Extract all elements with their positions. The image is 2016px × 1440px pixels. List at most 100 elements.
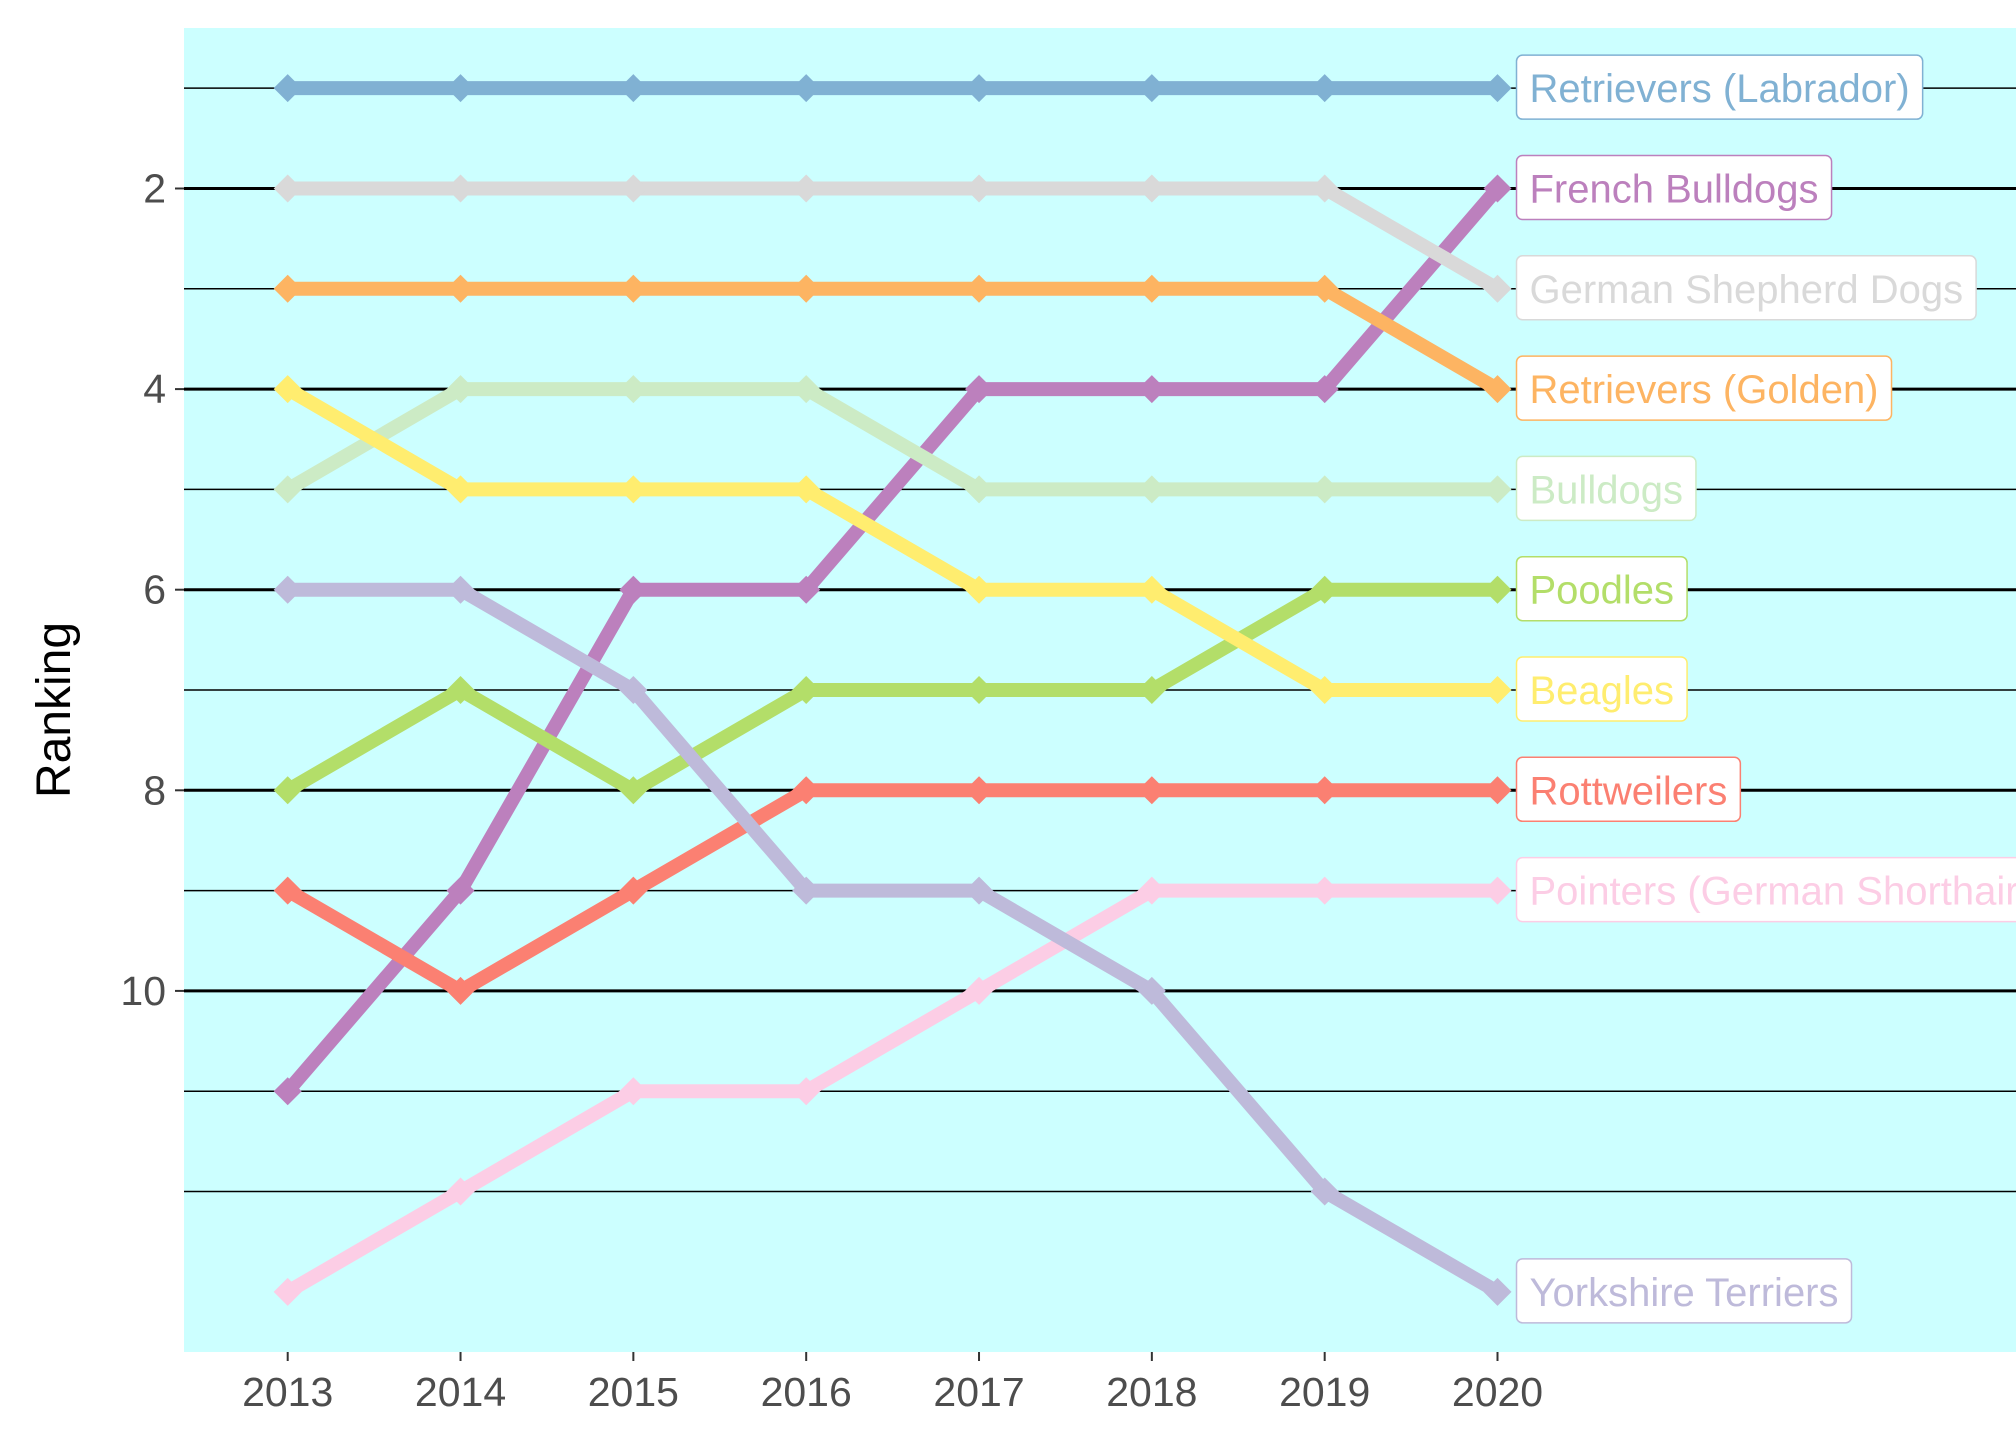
data-point bbox=[619, 876, 648, 905]
x-tick-label: 2013 bbox=[242, 1369, 333, 1415]
series-group bbox=[273, 776, 1512, 1005]
data-point bbox=[273, 876, 302, 905]
label-text: Retrievers (Golden) bbox=[1530, 368, 1879, 412]
data-point bbox=[619, 475, 648, 504]
data-point bbox=[1137, 74, 1166, 103]
data-point bbox=[273, 174, 302, 203]
label-box bbox=[1515, 455, 1697, 522]
series-group bbox=[273, 575, 1512, 1306]
series-group bbox=[273, 174, 1512, 303]
y-tick-label: 8 bbox=[143, 767, 166, 813]
data-point bbox=[273, 1277, 302, 1306]
data-point bbox=[792, 274, 821, 303]
data-point bbox=[446, 274, 475, 303]
data-point bbox=[1137, 274, 1166, 303]
label-text: French Bulldogs bbox=[1530, 167, 1819, 211]
data-point bbox=[965, 274, 994, 303]
data-point bbox=[446, 375, 475, 404]
label-box bbox=[1515, 756, 1742, 823]
data-point bbox=[446, 1177, 475, 1206]
data-point bbox=[619, 74, 648, 103]
label-text: Pointers (German Shorthaired) bbox=[1530, 870, 2016, 914]
label-text: Poodles bbox=[1530, 569, 1675, 613]
series-line bbox=[280, 382, 1505, 697]
data-point bbox=[1483, 375, 1512, 404]
data-point bbox=[619, 575, 648, 604]
label-text: Retrievers (Labrador) bbox=[1530, 67, 1910, 111]
data-point bbox=[1137, 475, 1166, 504]
data-point bbox=[446, 475, 475, 504]
data-point bbox=[792, 1077, 821, 1106]
data-point bbox=[1483, 676, 1512, 704]
x-tick-label: 2016 bbox=[761, 1369, 852, 1415]
data-point bbox=[1483, 1277, 1512, 1306]
series-end-label: Pointers (German Shorthaired) bbox=[1515, 856, 2016, 923]
y-axis-title: Ranking bbox=[28, 622, 81, 798]
data-point bbox=[273, 74, 302, 103]
data-point bbox=[1483, 74, 1512, 103]
x-tick-label: 2014 bbox=[415, 1369, 506, 1415]
y-tick-label: 2 bbox=[143, 165, 166, 211]
data-point bbox=[1310, 575, 1339, 604]
series-end-label: Rottweilers bbox=[1515, 756, 1742, 823]
data-point bbox=[965, 876, 994, 905]
x-tick-label: 2017 bbox=[933, 1369, 1024, 1415]
data-point bbox=[1310, 274, 1339, 303]
data-point bbox=[965, 575, 994, 604]
data-point bbox=[1310, 676, 1339, 704]
series-lines bbox=[273, 74, 1512, 1306]
label-box bbox=[1515, 1258, 1853, 1324]
data-point bbox=[1137, 776, 1166, 805]
data-point bbox=[1483, 776, 1512, 805]
data-point bbox=[792, 475, 821, 504]
label-text: German Shepherd Dogs bbox=[1530, 268, 1964, 312]
data-point bbox=[792, 375, 821, 404]
series-end-label: Retrievers (Golden) bbox=[1515, 355, 1893, 421]
label-text: Bulldogs bbox=[1530, 468, 1683, 512]
data-point bbox=[446, 74, 475, 103]
data-point bbox=[619, 375, 648, 404]
series-end-label: Bulldogs bbox=[1515, 455, 1697, 522]
data-point bbox=[965, 676, 994, 704]
label-box bbox=[1515, 656, 1688, 722]
label-box bbox=[1515, 154, 1833, 221]
data-point bbox=[273, 375, 302, 404]
data-point bbox=[1483, 575, 1512, 604]
label-text: Yorkshire Terriers bbox=[1530, 1271, 1839, 1315]
end-labels: Retrievers (Labrador) French Bulldogs Germ… bbox=[1515, 54, 2016, 1324]
x-axis-ticks: 2013 2014 2015 2016 2017 2018 2019 2020 bbox=[242, 1352, 1543, 1415]
series-line bbox=[280, 181, 1505, 1099]
series-end-label: German Shepherd Dogs bbox=[1515, 255, 1977, 321]
data-point bbox=[1310, 174, 1339, 203]
data-point bbox=[619, 776, 648, 805]
series-end-label: Beagles bbox=[1515, 656, 1688, 722]
data-point bbox=[1137, 876, 1166, 905]
series-line bbox=[280, 281, 1505, 397]
data-point bbox=[619, 676, 648, 704]
data-point bbox=[965, 776, 994, 805]
data-point bbox=[273, 1077, 302, 1106]
x-tick-label: 2018 bbox=[1106, 1369, 1197, 1415]
data-point bbox=[1310, 1177, 1339, 1206]
series-line bbox=[280, 181, 1505, 296]
x-tick-label: 2020 bbox=[1452, 1369, 1543, 1415]
data-point bbox=[792, 74, 821, 103]
y-tick-label: 10 bbox=[120, 968, 166, 1014]
data-point bbox=[273, 274, 302, 303]
label-text: Beagles bbox=[1530, 669, 1675, 713]
data-point bbox=[965, 976, 994, 1005]
data-point bbox=[965, 375, 994, 404]
series-group bbox=[273, 274, 1512, 404]
series-line bbox=[280, 382, 1505, 497]
y-axis-ticks: 2 4 6 8 10 bbox=[120, 165, 184, 1014]
data-point bbox=[792, 575, 821, 604]
data-point bbox=[273, 776, 302, 805]
data-point bbox=[273, 575, 302, 604]
data-point bbox=[1137, 676, 1166, 704]
series-end-label: Retrievers (Labrador) bbox=[1515, 54, 1924, 120]
data-point bbox=[1137, 575, 1166, 604]
x-tick-label: 2015 bbox=[588, 1369, 679, 1415]
data-point bbox=[619, 274, 648, 303]
series-line bbox=[280, 883, 1505, 1299]
